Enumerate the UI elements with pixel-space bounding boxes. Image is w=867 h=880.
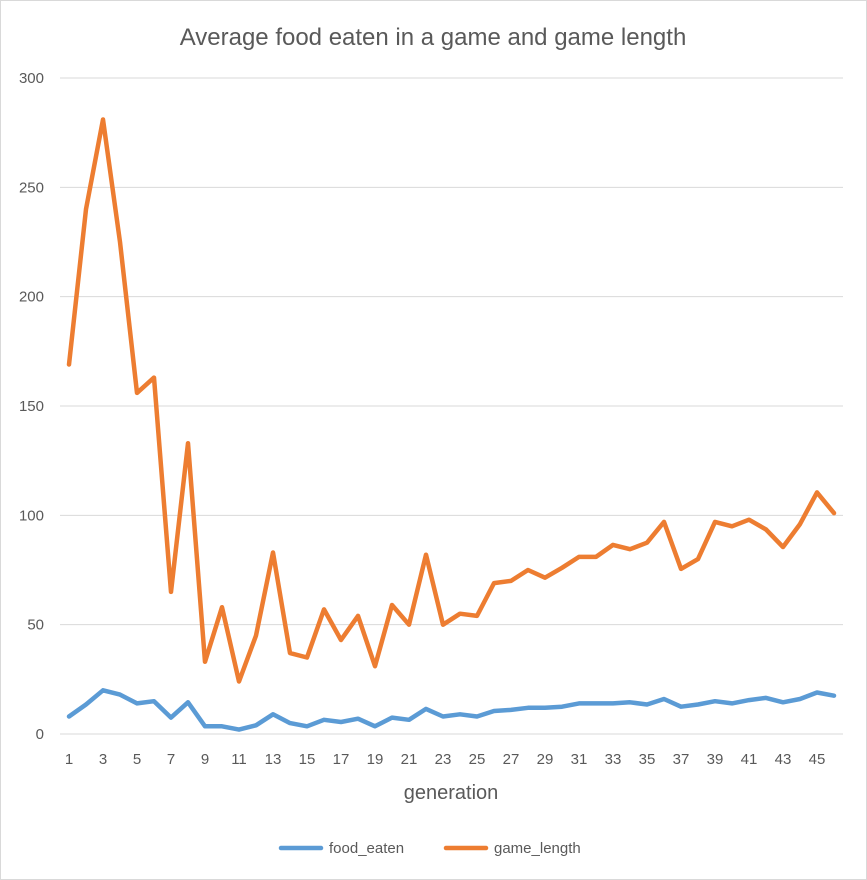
x-tick-label: 15 [299, 751, 316, 768]
x-tick-label: 37 [673, 751, 690, 768]
legend: food_eaten game_length [278, 840, 581, 857]
x-tick-label: 33 [605, 751, 622, 768]
y-tick-label: 250 [19, 179, 44, 196]
x-tick-label: 23 [435, 751, 452, 768]
y-tick-label: 100 [19, 507, 44, 524]
x-tick-label: 31 [571, 751, 588, 768]
legend-label-food-eaten: food_eaten [329, 840, 404, 857]
x-tick-label: 35 [639, 751, 656, 768]
gridlines [60, 77, 843, 735]
y-tick-label: 200 [19, 289, 44, 306]
legend-label-game-length: game_length [494, 840, 581, 857]
x-axis-title: generation [404, 782, 499, 804]
series-line-game-length [66, 117, 837, 684]
x-tick-label: 9 [201, 751, 209, 768]
x-tick-label: 19 [367, 751, 384, 768]
x-tick-label: 41 [741, 751, 758, 768]
series-lines [66, 117, 837, 732]
x-tick-label: 3 [99, 751, 107, 768]
x-tick-label: 45 [809, 751, 826, 768]
x-tick-label: 39 [707, 751, 724, 768]
chart-title: Average food eaten in a game and game le… [180, 24, 687, 51]
y-tick-label: 300 [19, 70, 44, 87]
x-tick-label: 5 [133, 751, 141, 768]
x-tick-label: 13 [265, 751, 282, 768]
y-tick-label: 150 [19, 398, 44, 415]
x-tick-label: 29 [537, 751, 554, 768]
y-axis-ticks: 0 50 100 150 200 250 300 [19, 70, 44, 743]
x-tick-label: 17 [333, 751, 350, 768]
x-tick-label: 27 [503, 751, 520, 768]
x-tick-label: 25 [469, 751, 486, 768]
y-tick-label: 0 [36, 726, 44, 743]
x-tick-label: 11 [231, 751, 247, 768]
x-tick-label: 1 [65, 751, 73, 768]
x-tick-label: 43 [775, 751, 792, 768]
series-line-food-eaten [66, 688, 837, 732]
x-tick-label: 7 [167, 751, 175, 768]
x-tick-label: 21 [401, 751, 418, 768]
y-tick-label: 50 [27, 617, 44, 634]
x-axis-ticks: 1 3 5 7 9 11 13 15 17 19 21 23 25 27 29 31 33 35 37 39 41 43 4… [65, 751, 826, 768]
